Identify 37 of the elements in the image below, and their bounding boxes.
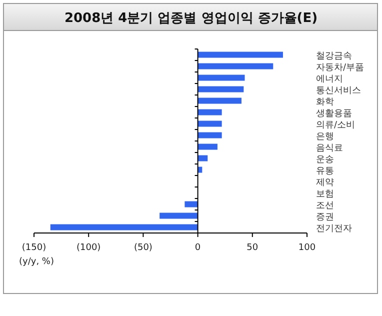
y-tick-label: 전기전자 (316, 224, 352, 234)
bar (198, 52, 283, 58)
y-tick-label: 철강금속 (316, 51, 352, 62)
bar (198, 120, 222, 127)
bar (184, 201, 198, 208)
y-tick-label: 은행 (316, 132, 334, 142)
bar (198, 74, 245, 81)
y-tick-label: 자동차/부품 (316, 62, 364, 73)
y-tick-label: 증권 (316, 212, 334, 222)
x-axis-title: (y/y, %) (19, 257, 54, 267)
y-tick-label: 조선 (316, 200, 334, 211)
x-tick-label: (150) (22, 243, 46, 253)
x-tick-label: (50) (134, 243, 152, 253)
y-tick-label: 제약 (316, 178, 334, 188)
x-tick-label: 0 (194, 243, 201, 253)
x-tick-label: 100 (298, 243, 316, 253)
bar (198, 109, 222, 116)
y-tick-label: 음식료 (316, 143, 343, 154)
bar (198, 63, 274, 70)
y-tick-label: 의류/소비 (316, 120, 356, 130)
x-tick-label: 50 (246, 243, 258, 253)
x-tick-label: (100) (76, 243, 101, 253)
bar (160, 212, 198, 219)
bar (50, 224, 198, 230)
y-tick-label: 유통 (316, 166, 334, 176)
bar (198, 86, 244, 92)
bar (198, 132, 222, 138)
bar (198, 144, 218, 150)
y-tick-label: 통신서비스 (316, 86, 361, 96)
y-tick-label: 생활용품 (316, 108, 352, 119)
chart-title: 2008년 4분기 업종별 영업이익 증가율(E) (64, 11, 318, 26)
y-tick-label: 에너지 (316, 74, 343, 84)
y-tick-label: 보험 (316, 189, 334, 200)
bar (198, 155, 208, 162)
bar (198, 98, 242, 104)
y-tick-label: 화학 (316, 97, 334, 108)
y-tick-label: 운송 (316, 154, 334, 165)
